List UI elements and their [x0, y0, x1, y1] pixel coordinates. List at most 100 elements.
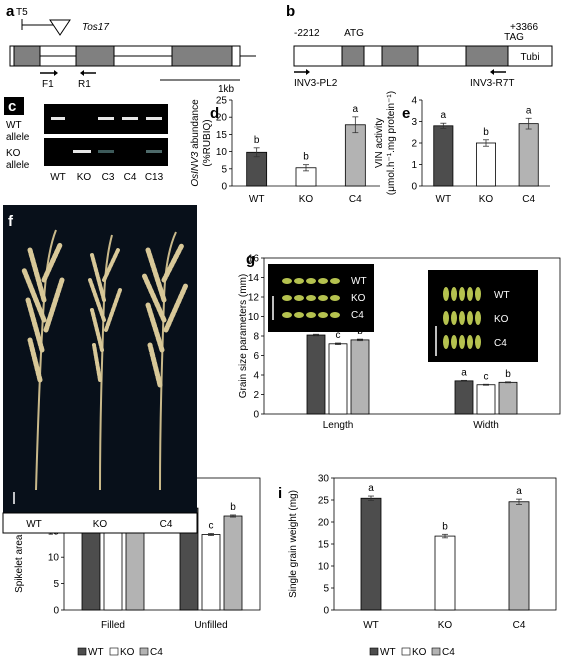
- ytick-label-i-5: 25: [318, 496, 330, 507]
- panicle-c4: [141, 231, 189, 491]
- legend-i-wt: WT: [380, 647, 396, 657]
- sig-letter-i-0: a: [368, 483, 374, 494]
- ytick-label-i-1: 5: [323, 584, 329, 595]
- legend-h-wt-swatch: [77, 647, 87, 656]
- band-wt-c13: [146, 117, 162, 120]
- sig-letter-h-1-1: c: [209, 520, 214, 531]
- panel-i-label: i: [278, 485, 282, 502]
- grain2-ko: KO: [494, 314, 509, 325]
- legend-i-wt-swatch: [369, 647, 379, 656]
- bar-e-2: [518, 123, 539, 187]
- tubi-label: Tubi: [520, 52, 539, 63]
- caption-wt: WT: [26, 519, 42, 530]
- sig-letter-i-2: a: [516, 486, 522, 497]
- sig-letter-h-1-2: b: [230, 502, 236, 513]
- xcat-h-1: Unfilled: [194, 620, 227, 631]
- ytick-label-g-8: 16: [248, 254, 260, 265]
- sig-letter-e-1: b: [483, 127, 489, 138]
- ytick-label-d-5: 25: [216, 96, 228, 107]
- exon-b3: [465, 45, 509, 67]
- atg-label: ATG: [344, 28, 364, 39]
- band-ko-c3: [98, 150, 114, 153]
- tos17-insertion-icon: [49, 19, 71, 36]
- xcat-h-0: Filled: [101, 620, 125, 631]
- ylabel-e: VIN activity: [374, 118, 385, 168]
- legend-h-wt: WT: [88, 647, 104, 657]
- grain1-c4: C4: [351, 310, 364, 321]
- exon-1: [13, 45, 41, 67]
- ytick-label-i-2: 10: [318, 562, 330, 573]
- panel-f-label: f: [8, 213, 14, 230]
- plus3366-label: +3366: [510, 22, 539, 33]
- panel-c-label: c: [8, 98, 16, 115]
- bar-d-0: [246, 151, 268, 187]
- legend-i-c4: C4: [442, 647, 455, 657]
- ytick-label-i-6: 30: [318, 474, 330, 485]
- ylabel-g: Grain size parameters (mm): [238, 274, 249, 398]
- caption-c4: C4: [160, 519, 173, 530]
- caption-ko: KO: [93, 519, 108, 530]
- band-ko-ko: [73, 150, 91, 153]
- xcat-e-1: KO: [479, 194, 494, 205]
- chart-d: d 0 5 10 15 20 25 OsINV3 abundance (%RUBIQ) b WT b K…: [190, 96, 380, 205]
- xcat-d-0: WT: [249, 194, 265, 205]
- ylabel-d: OsINV3 abundance: [190, 99, 201, 187]
- bar-i-2: [508, 501, 530, 611]
- t5-label: T5: [16, 7, 28, 18]
- sig-letter-d-0: b: [254, 135, 260, 146]
- ytick-label-h-1: 5: [53, 579, 59, 590]
- bar-i-1: [434, 535, 456, 611]
- ylabel2-d: (%RUBIQ): [202, 119, 213, 166]
- ytick-label-g-6: 12: [248, 293, 260, 304]
- ytick-label-g-3: 6: [253, 351, 259, 362]
- xcat-d-1: KO: [299, 194, 314, 205]
- chart-e: e 0 1 2 3 4 VIN activity (μmol.h⁻¹.mg protein⁻¹…: [374, 91, 550, 205]
- f1-primer-head: [54, 70, 58, 76]
- exon-3: [171, 45, 233, 67]
- panicle-ko: [88, 234, 122, 491]
- bar-g-1-2: [498, 381, 518, 415]
- panel-b-label: b: [286, 3, 295, 20]
- legend-h-c4: C4: [150, 647, 163, 657]
- xcat-i-0: WT: [363, 620, 379, 631]
- ytick-label-h-0: 0: [53, 606, 59, 617]
- sig-letter-d-1: b: [303, 152, 309, 163]
- chart-i: i 0 5 10 15 20 25 30 Single grain weight (mg) a WT…: [278, 474, 557, 631]
- panicle-caption-bar: [2, 512, 198, 534]
- panel-c-label-box: [4, 97, 24, 115]
- grain1-ko: KO: [351, 293, 366, 304]
- xcat-d-2: C4: [349, 194, 362, 205]
- band-wt-wt: [51, 117, 65, 120]
- ytick-label-g-1: 2: [253, 390, 259, 401]
- r7t-label: INV3-R7T: [470, 78, 514, 89]
- panel-g-label: g: [246, 251, 255, 268]
- panicle-wt: [21, 229, 65, 491]
- ylabel-i: Single grain weight (mg): [288, 490, 299, 598]
- pl2-primer-head: [306, 69, 310, 75]
- bar-d-2: [344, 124, 366, 187]
- xcat-i-2: C4: [513, 620, 526, 631]
- band-ko-c13: [146, 150, 162, 153]
- panel-b: b +3366 -2212 ATG TAG Tubi INV3-PL2 INV3…: [286, 3, 553, 89]
- xcat-e-2: C4: [522, 194, 535, 205]
- grain1-wt: WT: [351, 276, 367, 287]
- ytick-label-g-4: 8: [253, 332, 259, 343]
- f1-label: F1: [42, 79, 54, 90]
- bar-e-1: [475, 142, 496, 187]
- lane-c4: C4: [124, 172, 137, 183]
- bar-g-0-2: [350, 339, 370, 415]
- legend-h-ko-swatch: [109, 647, 119, 656]
- lane-wt: WT: [50, 172, 66, 183]
- r1-primer-head: [80, 70, 84, 76]
- grain2-c4: C4: [494, 338, 507, 349]
- tag-label: TAG: [504, 32, 524, 43]
- ytick-label-g-5: 10: [248, 312, 260, 323]
- ytick-label-d-1: 5: [221, 164, 227, 175]
- lane-c13: C13: [145, 172, 164, 183]
- grain2-wt: WT: [494, 290, 510, 301]
- bar-h-1-2: [223, 515, 243, 611]
- panel-a: a T5 Tos17 F1 R1 1kb: [6, 3, 256, 95]
- ytick-label-g-2: 4: [253, 371, 259, 382]
- wt-allele-line2: allele: [6, 132, 30, 143]
